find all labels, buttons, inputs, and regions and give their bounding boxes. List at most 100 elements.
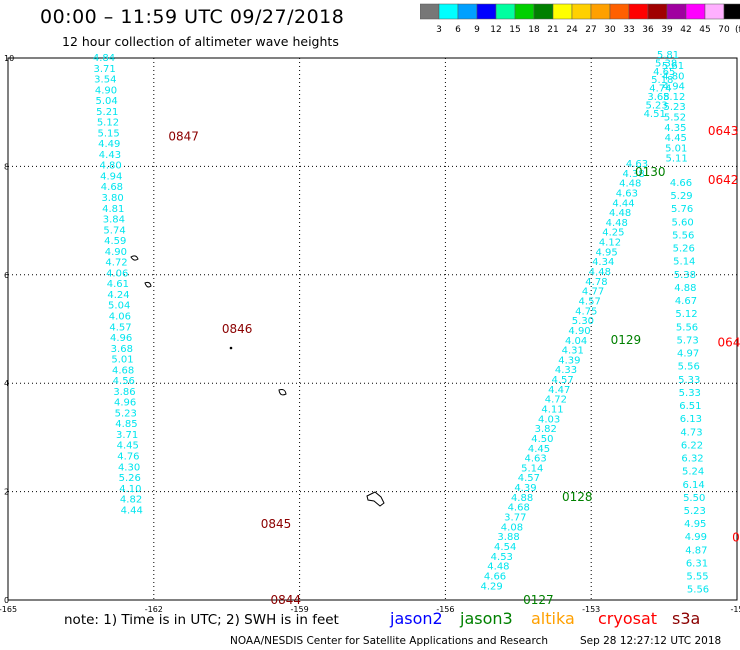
color-scale-label: 27	[585, 25, 596, 35]
swh-value: 3.80	[101, 193, 123, 204]
swh-value: 4.57	[109, 322, 131, 333]
swh-value: 4.38	[622, 169, 644, 180]
swh-value: 4.80	[662, 71, 684, 82]
swh-value: 3.82	[535, 424, 557, 435]
swh-value: 5.21	[96, 107, 118, 118]
swh-value: 4.67	[675, 296, 697, 307]
swh-value: 4.95	[684, 519, 706, 530]
swh-value: 4.12	[599, 238, 621, 249]
swh-value: 4.45	[665, 133, 687, 144]
swh-value: 5.23	[645, 100, 667, 111]
swh-value: 5.30	[572, 316, 594, 327]
swh-value: 4.48	[589, 267, 611, 278]
swh-value: 5.04	[96, 96, 118, 107]
map-title: 00:00 – 11:59 UTC 09/27/2018	[40, 6, 345, 28]
color-scale-label: 24	[566, 25, 578, 35]
swh-value: 4.97	[677, 349, 699, 360]
swh-value: 3.71	[94, 64, 116, 75]
swh-value: 4.84	[93, 53, 115, 64]
swh-value: 4.88	[674, 283, 696, 294]
color-scale-label: 36	[642, 25, 654, 35]
pass-time-label: 0130	[635, 165, 666, 179]
swh-value: 4.90	[105, 247, 127, 258]
color-swatch	[723, 3, 740, 20]
swh-value: 5.33	[679, 388, 701, 399]
lon-tick-label: -162	[145, 605, 163, 614]
swh-value: 4.82	[120, 495, 142, 506]
color-scale-label: 39	[661, 25, 673, 35]
swh-value: 5.04	[108, 301, 130, 312]
swh-value: 5.12	[675, 309, 697, 320]
swh-value: 3.68	[111, 344, 133, 355]
color-scale-label: 70	[718, 25, 730, 35]
track-middle: 4.634.384.484.634.444.484.484.254.124.95…	[481, 159, 666, 607]
swh-value: 4.80	[99, 161, 121, 172]
lat-tick-label: 6	[4, 271, 9, 280]
swh-value: 4.33	[555, 365, 577, 376]
pass-time-label: 0642	[708, 173, 739, 187]
swh-value: 4.85	[115, 419, 137, 430]
swh-value: 4.47	[548, 385, 570, 396]
swh-value: 3.68	[647, 92, 669, 103]
color-scale-label: 18	[528, 25, 540, 35]
map-subtitle: 12 hour collection of altimeter wave hei…	[62, 34, 339, 49]
swh-value: 4.68	[101, 182, 123, 193]
swh-value: 5.73	[676, 335, 698, 346]
swh-value: 5.38	[674, 270, 696, 281]
swh-value: 4.08	[501, 522, 523, 533]
swh-value: 4.06	[109, 311, 131, 322]
swh-value: 4.06	[106, 268, 128, 279]
swh-value: 4.51	[644, 109, 666, 120]
pass-time-label: 0844	[270, 593, 301, 607]
swh-value: 4.54	[494, 542, 516, 553]
swh-value: 4.81	[102, 204, 124, 215]
swh-value: 4.94	[663, 82, 685, 93]
color-scale-unit: (ft)	[735, 25, 740, 35]
swh-value: 4.88	[511, 493, 533, 504]
pass-time-label: 0128	[562, 490, 593, 504]
swh-value: 4.39	[514, 483, 536, 494]
swh-value: 4.66	[670, 178, 692, 189]
swh-value: 4.43	[99, 150, 121, 161]
swh-value: 4.45	[528, 444, 550, 455]
swh-value: 3.54	[94, 75, 116, 86]
swh-value: 5.74	[103, 225, 125, 236]
swh-value: 4.90	[568, 326, 590, 337]
color-scale-label: 30	[604, 25, 616, 35]
color-scale-label: 45	[699, 25, 710, 35]
swh-value: 4.68	[508, 503, 530, 514]
swh-value: 4.50	[531, 434, 553, 445]
swh-value: 4.29	[481, 581, 503, 592]
swh-value: 5.01	[111, 355, 133, 366]
pass-time-label: 0127	[523, 593, 554, 607]
island	[229, 346, 233, 350]
map-gridlines	[7, 57, 738, 601]
swh-value: 6.14	[683, 480, 705, 491]
swh-value: 4.30	[118, 462, 140, 473]
island	[366, 491, 385, 507]
swh-value: 4.73	[680, 427, 702, 438]
pass-time-label: 0129	[611, 333, 642, 347]
swh-value: 4.65	[653, 67, 675, 78]
swh-value: 5.01	[665, 143, 687, 154]
swh-value: 3.84	[103, 215, 125, 226]
swh-value: 6.31	[686, 558, 708, 569]
swh-value: 4.74	[649, 84, 671, 95]
generated-timestamp: Sep 28 12:27:12 UTC 2018	[580, 635, 722, 647]
swh-value: 5.23	[684, 506, 706, 517]
swh-value: 5.26	[119, 473, 141, 484]
swh-value: 5.60	[672, 217, 694, 228]
color-scale-label: 9	[474, 25, 480, 35]
swh-value: 4.11	[541, 405, 563, 416]
color-scale-label: 3	[436, 25, 442, 35]
swh-value: 4.45	[117, 441, 139, 452]
track-left: 4.843.713.544.905.045.215.125.154.494.43…	[93, 53, 301, 607]
island	[130, 255, 139, 261]
lon-tick-label: -156	[436, 605, 454, 614]
track-right: 4.66 5.29 5.76 5.60 5.56 5.26 5.14 5.38 4.88 4.67…	[662, 61, 740, 596]
swh-value: 5.23	[115, 408, 137, 419]
swh-value: 5.56	[678, 362, 700, 373]
swh-value: 4.31	[562, 346, 584, 357]
units-note: note: 1) Time is in UTC; 2) SWH is in fe…	[64, 612, 339, 628]
lat-tick-label: 8	[4, 162, 9, 171]
